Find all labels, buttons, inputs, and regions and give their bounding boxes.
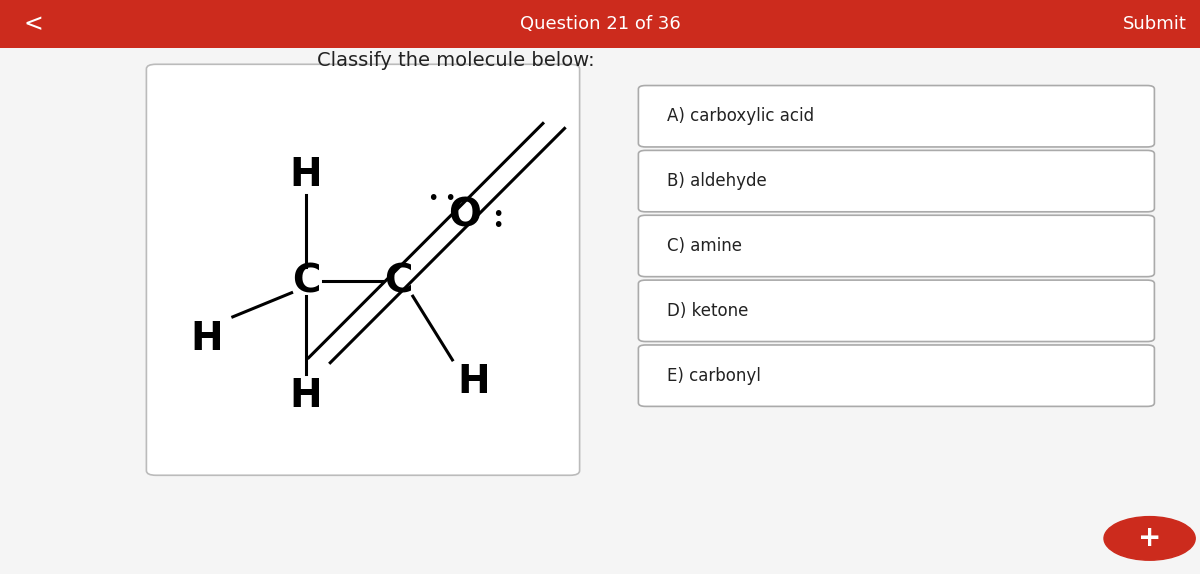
FancyBboxPatch shape <box>638 150 1154 212</box>
Text: H: H <box>457 363 491 401</box>
Text: C: C <box>292 262 320 300</box>
FancyBboxPatch shape <box>146 64 580 475</box>
Bar <box>0 0 1200 48</box>
Text: •: • <box>427 188 439 208</box>
FancyBboxPatch shape <box>638 345 1154 406</box>
Text: H: H <box>289 156 323 194</box>
Text: Question 21 of 36: Question 21 of 36 <box>520 15 680 33</box>
Text: D) ketone: D) ketone <box>667 302 749 320</box>
Text: •: • <box>492 216 504 235</box>
Text: A) carboxylic acid: A) carboxylic acid <box>667 107 815 125</box>
Text: •: • <box>492 204 504 224</box>
Text: C: C <box>384 262 413 300</box>
Text: <: < <box>24 12 43 36</box>
Text: C) amine: C) amine <box>667 237 742 255</box>
Text: E) carbonyl: E) carbonyl <box>667 367 761 385</box>
FancyBboxPatch shape <box>638 215 1154 277</box>
Text: O: O <box>448 196 481 234</box>
Text: H: H <box>190 320 223 358</box>
Text: Classify the molecule below:: Classify the molecule below: <box>317 51 595 70</box>
Circle shape <box>1104 517 1195 560</box>
FancyBboxPatch shape <box>638 280 1154 342</box>
FancyBboxPatch shape <box>638 86 1154 147</box>
Text: +: + <box>1138 525 1162 552</box>
Text: •: • <box>444 188 456 208</box>
Text: H: H <box>289 377 323 415</box>
Text: B) aldehyde: B) aldehyde <box>667 172 767 190</box>
Text: Submit: Submit <box>1122 15 1187 33</box>
